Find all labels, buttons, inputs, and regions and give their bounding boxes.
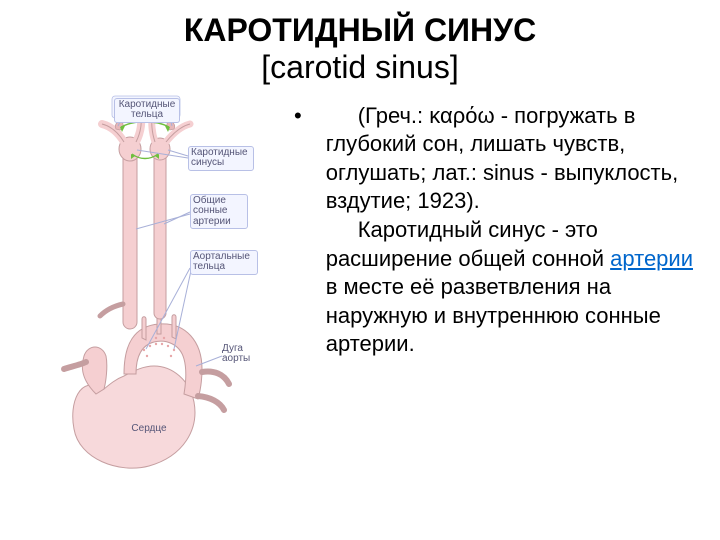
label-aortic-arch: Дугааорты [222,344,260,365]
label-common-carotid: Общиесонныеартерии [190,194,248,230]
label-carotid-sinuses: Каротидныесинусы [188,146,254,171]
text-column: • (Греч.: καρόω - погружать в глубокий с… [290,94,696,474]
bullet-marker: • [294,102,302,131]
title-sub: [carotid sinus] [24,49,696,86]
para2-a: Каротидный синус - это расширение общей … [326,217,610,271]
para1: (Греч.: καρόω - погружать в глубокий сон… [326,103,679,214]
anatomy-diagram: Каротидныетельца Каротидныесинусы Общиес… [24,94,274,474]
content-row: Каротидныетельца Каротидныесинусы Общиес… [24,94,696,474]
title-main: КАРОТИДНЫЙ СИНУС [24,12,696,49]
bullet-item: • (Греч.: καρόω - погружать в глубокий с… [290,102,696,359]
title-block: КАРОТИДНЫЙ СИНУС [carotid sinus] [24,12,696,86]
label-heart: Сердце [124,424,174,435]
slide: КАРОТИДНЫЙ СИНУС [carotid sinus] [0,0,720,540]
label-carotid-bodies: Каротидныетельца [114,98,180,123]
body-text: (Греч.: καρόω - погружать в глубокий сон… [326,102,696,359]
artery-link[interactable]: артерии [610,246,693,271]
para2-b: в месте её разветвления на наружную и вн… [326,274,661,356]
label-aortic-bodies: Аортальныетельца [190,250,258,275]
